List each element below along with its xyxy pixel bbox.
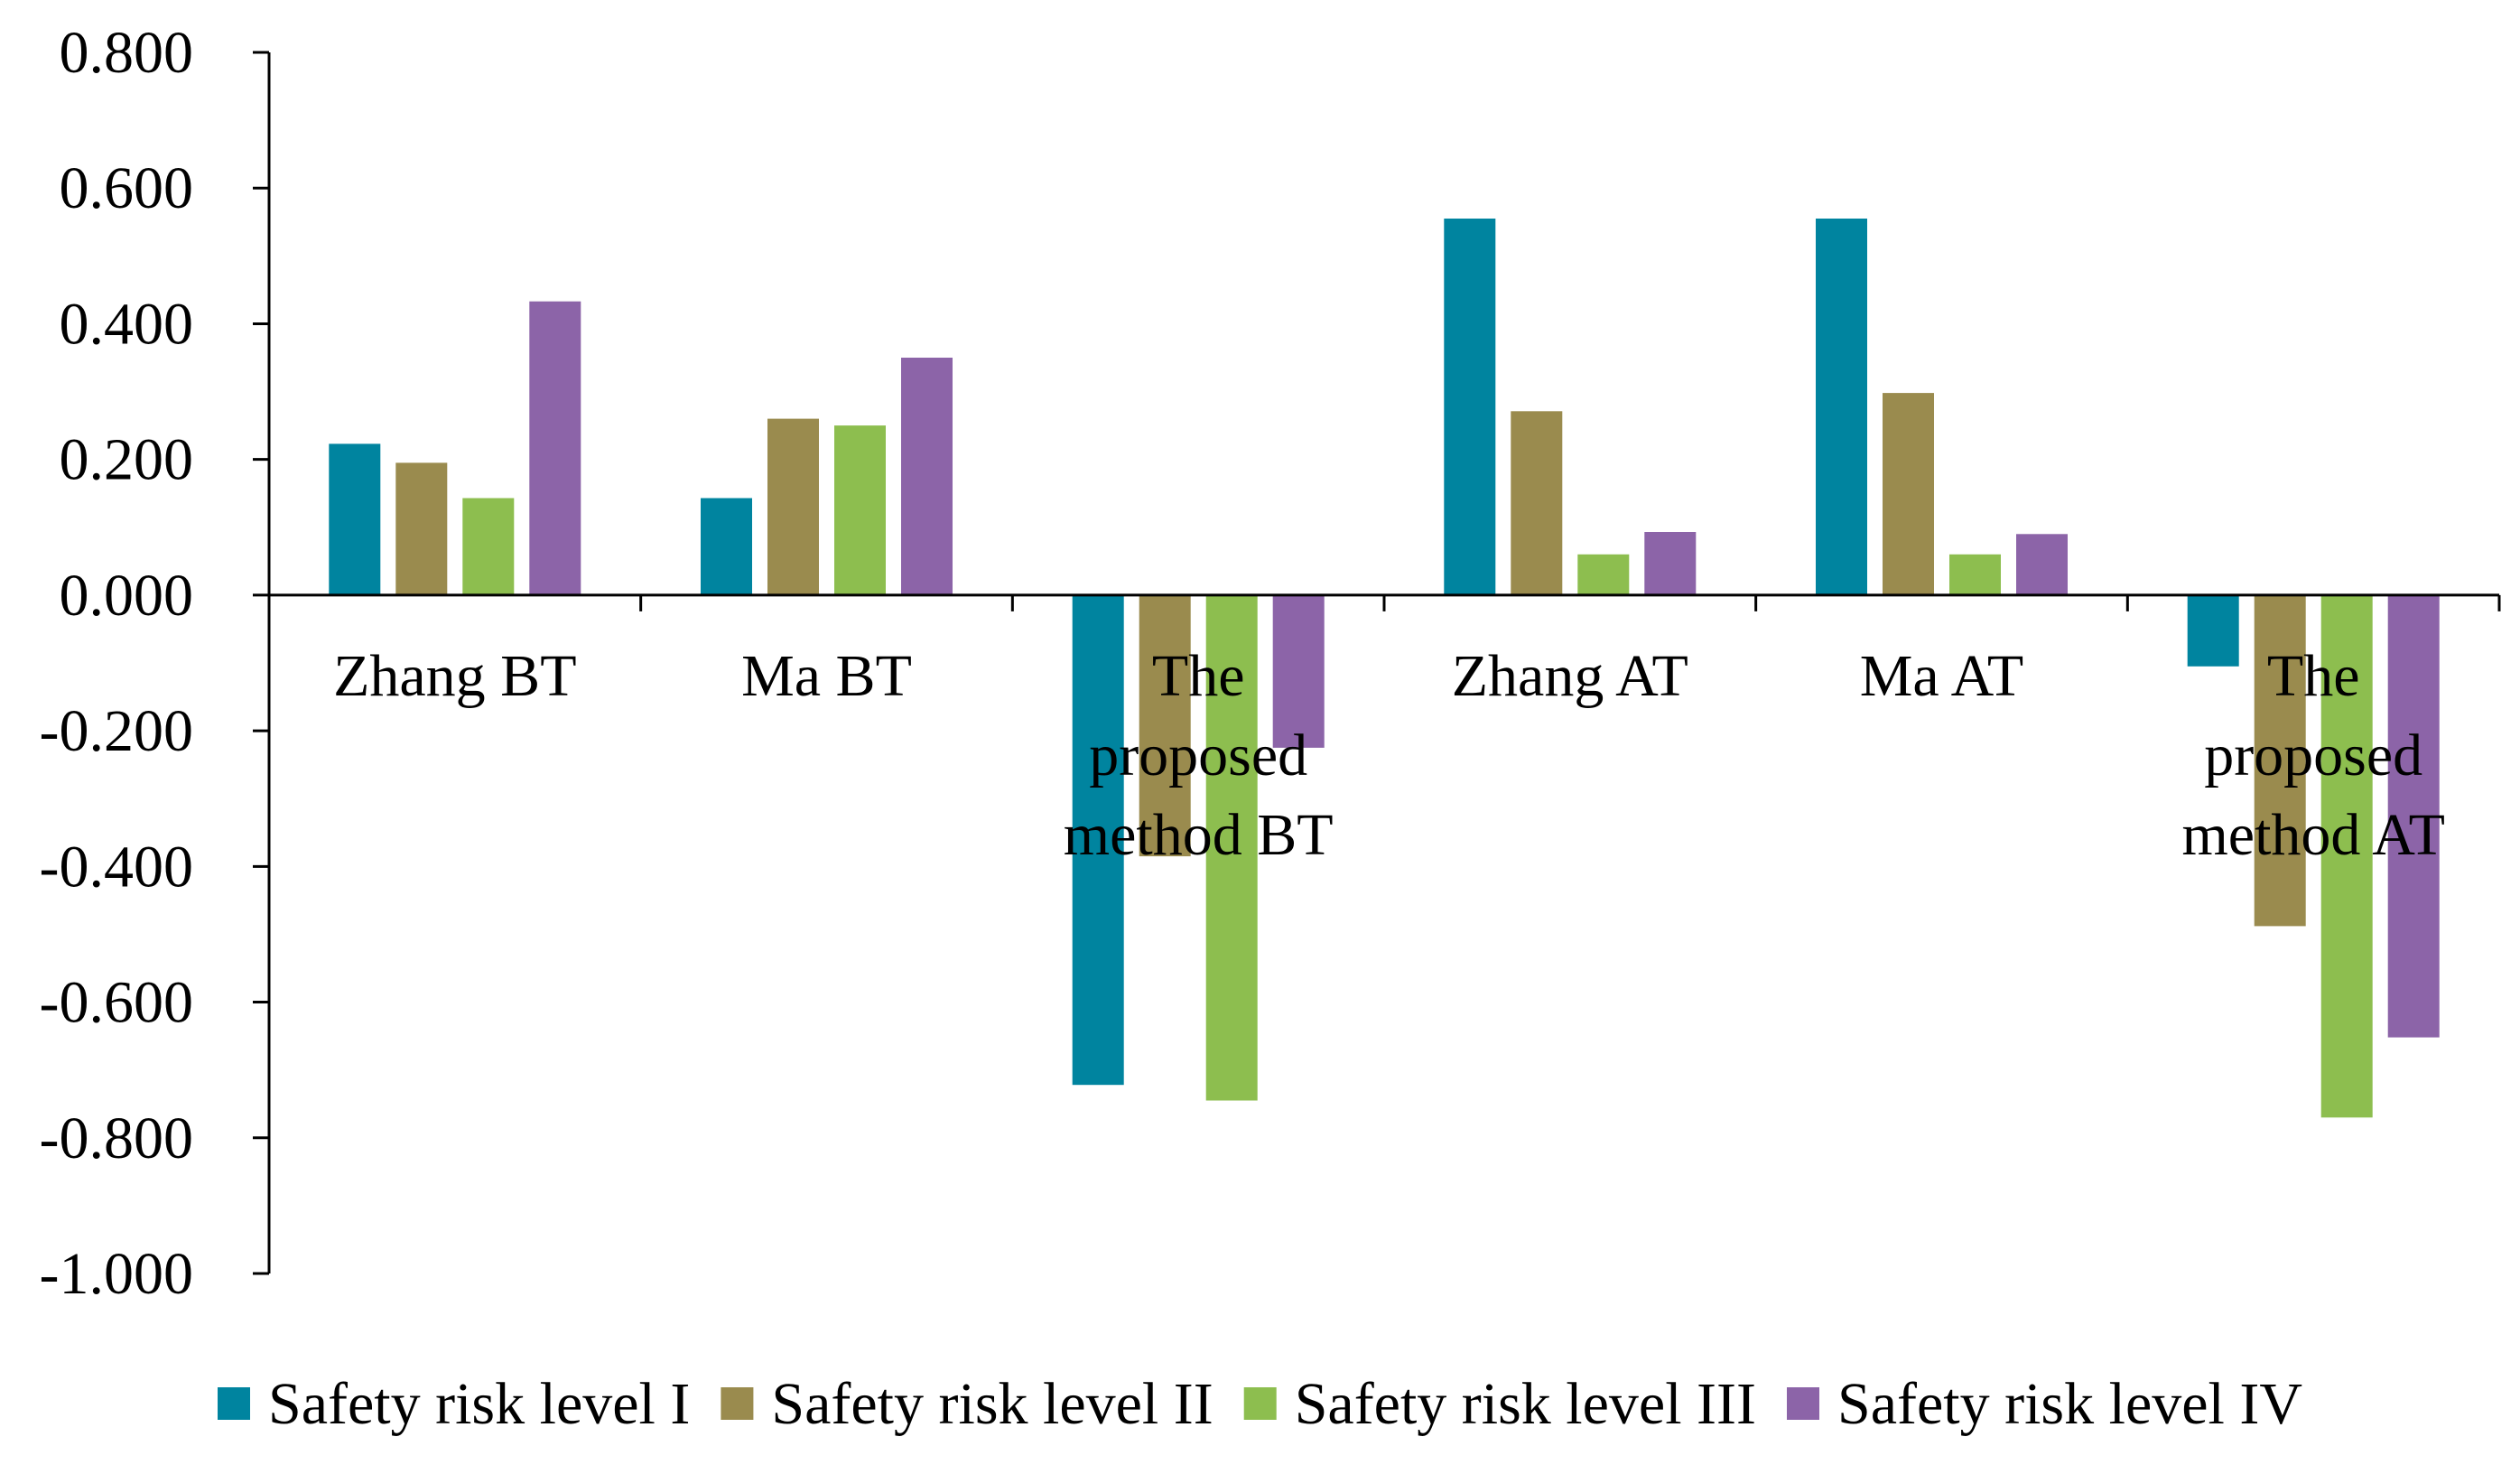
bar-s3-c4 [1577,554,1630,595]
bar-s2-c1 [395,462,448,595]
legend-swatch-1 [218,1387,250,1420]
category-label: Ma BT [741,643,912,709]
bar-s2-c2 [767,418,819,595]
y-tick-labels: 0.800 0.600 0.400 0.200 0.000 -0.200 -0.400 -0.… [40,20,193,1307]
bar-s1-c4 [1444,219,1496,595]
bar-s4-c6 [2387,594,2440,1038]
legend-swatch-3 [1243,1387,1277,1420]
bars-layer [329,219,2440,1118]
bar-s4-c2 [901,358,953,595]
legend-swatch-2 [721,1387,754,1420]
y-tick-label: -0.600 [40,970,193,1036]
bar-s1-c1 [329,443,381,595]
legend: Safety risk level I Safety risk level II S… [218,1371,2302,1437]
y-tick-label: -0.800 [40,1106,193,1171]
bar-s4-c4 [1644,532,1697,595]
category-label: The proposed method BT [1064,643,1334,868]
bar-s2-c6 [2254,594,2306,927]
category-label: Zhang BT [333,643,576,709]
category-label: Ma AT [1860,643,2024,709]
bar-s3-c3 [1205,594,1258,1101]
legend-label-2: Safety risk level II [771,1371,1213,1437]
bar-s3-c1 [462,498,515,595]
bar-s3-c6 [2320,594,2373,1118]
bar-s1-c5 [1816,219,1867,595]
y-tick-label: 0.400 [60,291,194,357]
legend-label-4: Safety risk level IV [1837,1371,2302,1437]
category-label: Zhang AT [1452,643,1688,709]
bar-s3-c2 [834,425,886,595]
category-labels: Zhang BT Ma BT The proposed method BT Zhang A… [333,643,2445,868]
y-tick-label: 0.200 [60,427,194,493]
legend-swatch-4 [1787,1387,1819,1420]
y-tick-label: 0.000 [60,563,194,629]
bar-s2-c5 [1883,393,1934,595]
bar-s2-c4 [1511,411,1563,595]
bar-s4-c3 [1272,594,1325,748]
bar-s4-c5 [2016,534,2068,595]
y-tick-label: -1.000 [40,1241,193,1307]
bar-s2-c3 [1139,594,1191,857]
y-tick-label: 0.800 [60,20,194,86]
bar-s1-c2 [701,498,752,595]
y-tick-label: -0.400 [40,834,193,900]
bar-s1-c6 [2187,594,2239,667]
y-tick-label: -0.200 [40,698,193,764]
bar-s1-c3 [1072,594,1124,1086]
axes-layer [253,51,2501,1275]
bar-s4-c1 [529,301,581,595]
bar-s3-c5 [1949,554,2001,595]
legend-label-3: Safety risk level III [1295,1371,1756,1437]
y-tick-label: 0.600 [60,155,194,221]
legend-label-1: Safety risk level I [268,1371,690,1437]
category-label: The proposed method AT [2181,643,2445,868]
